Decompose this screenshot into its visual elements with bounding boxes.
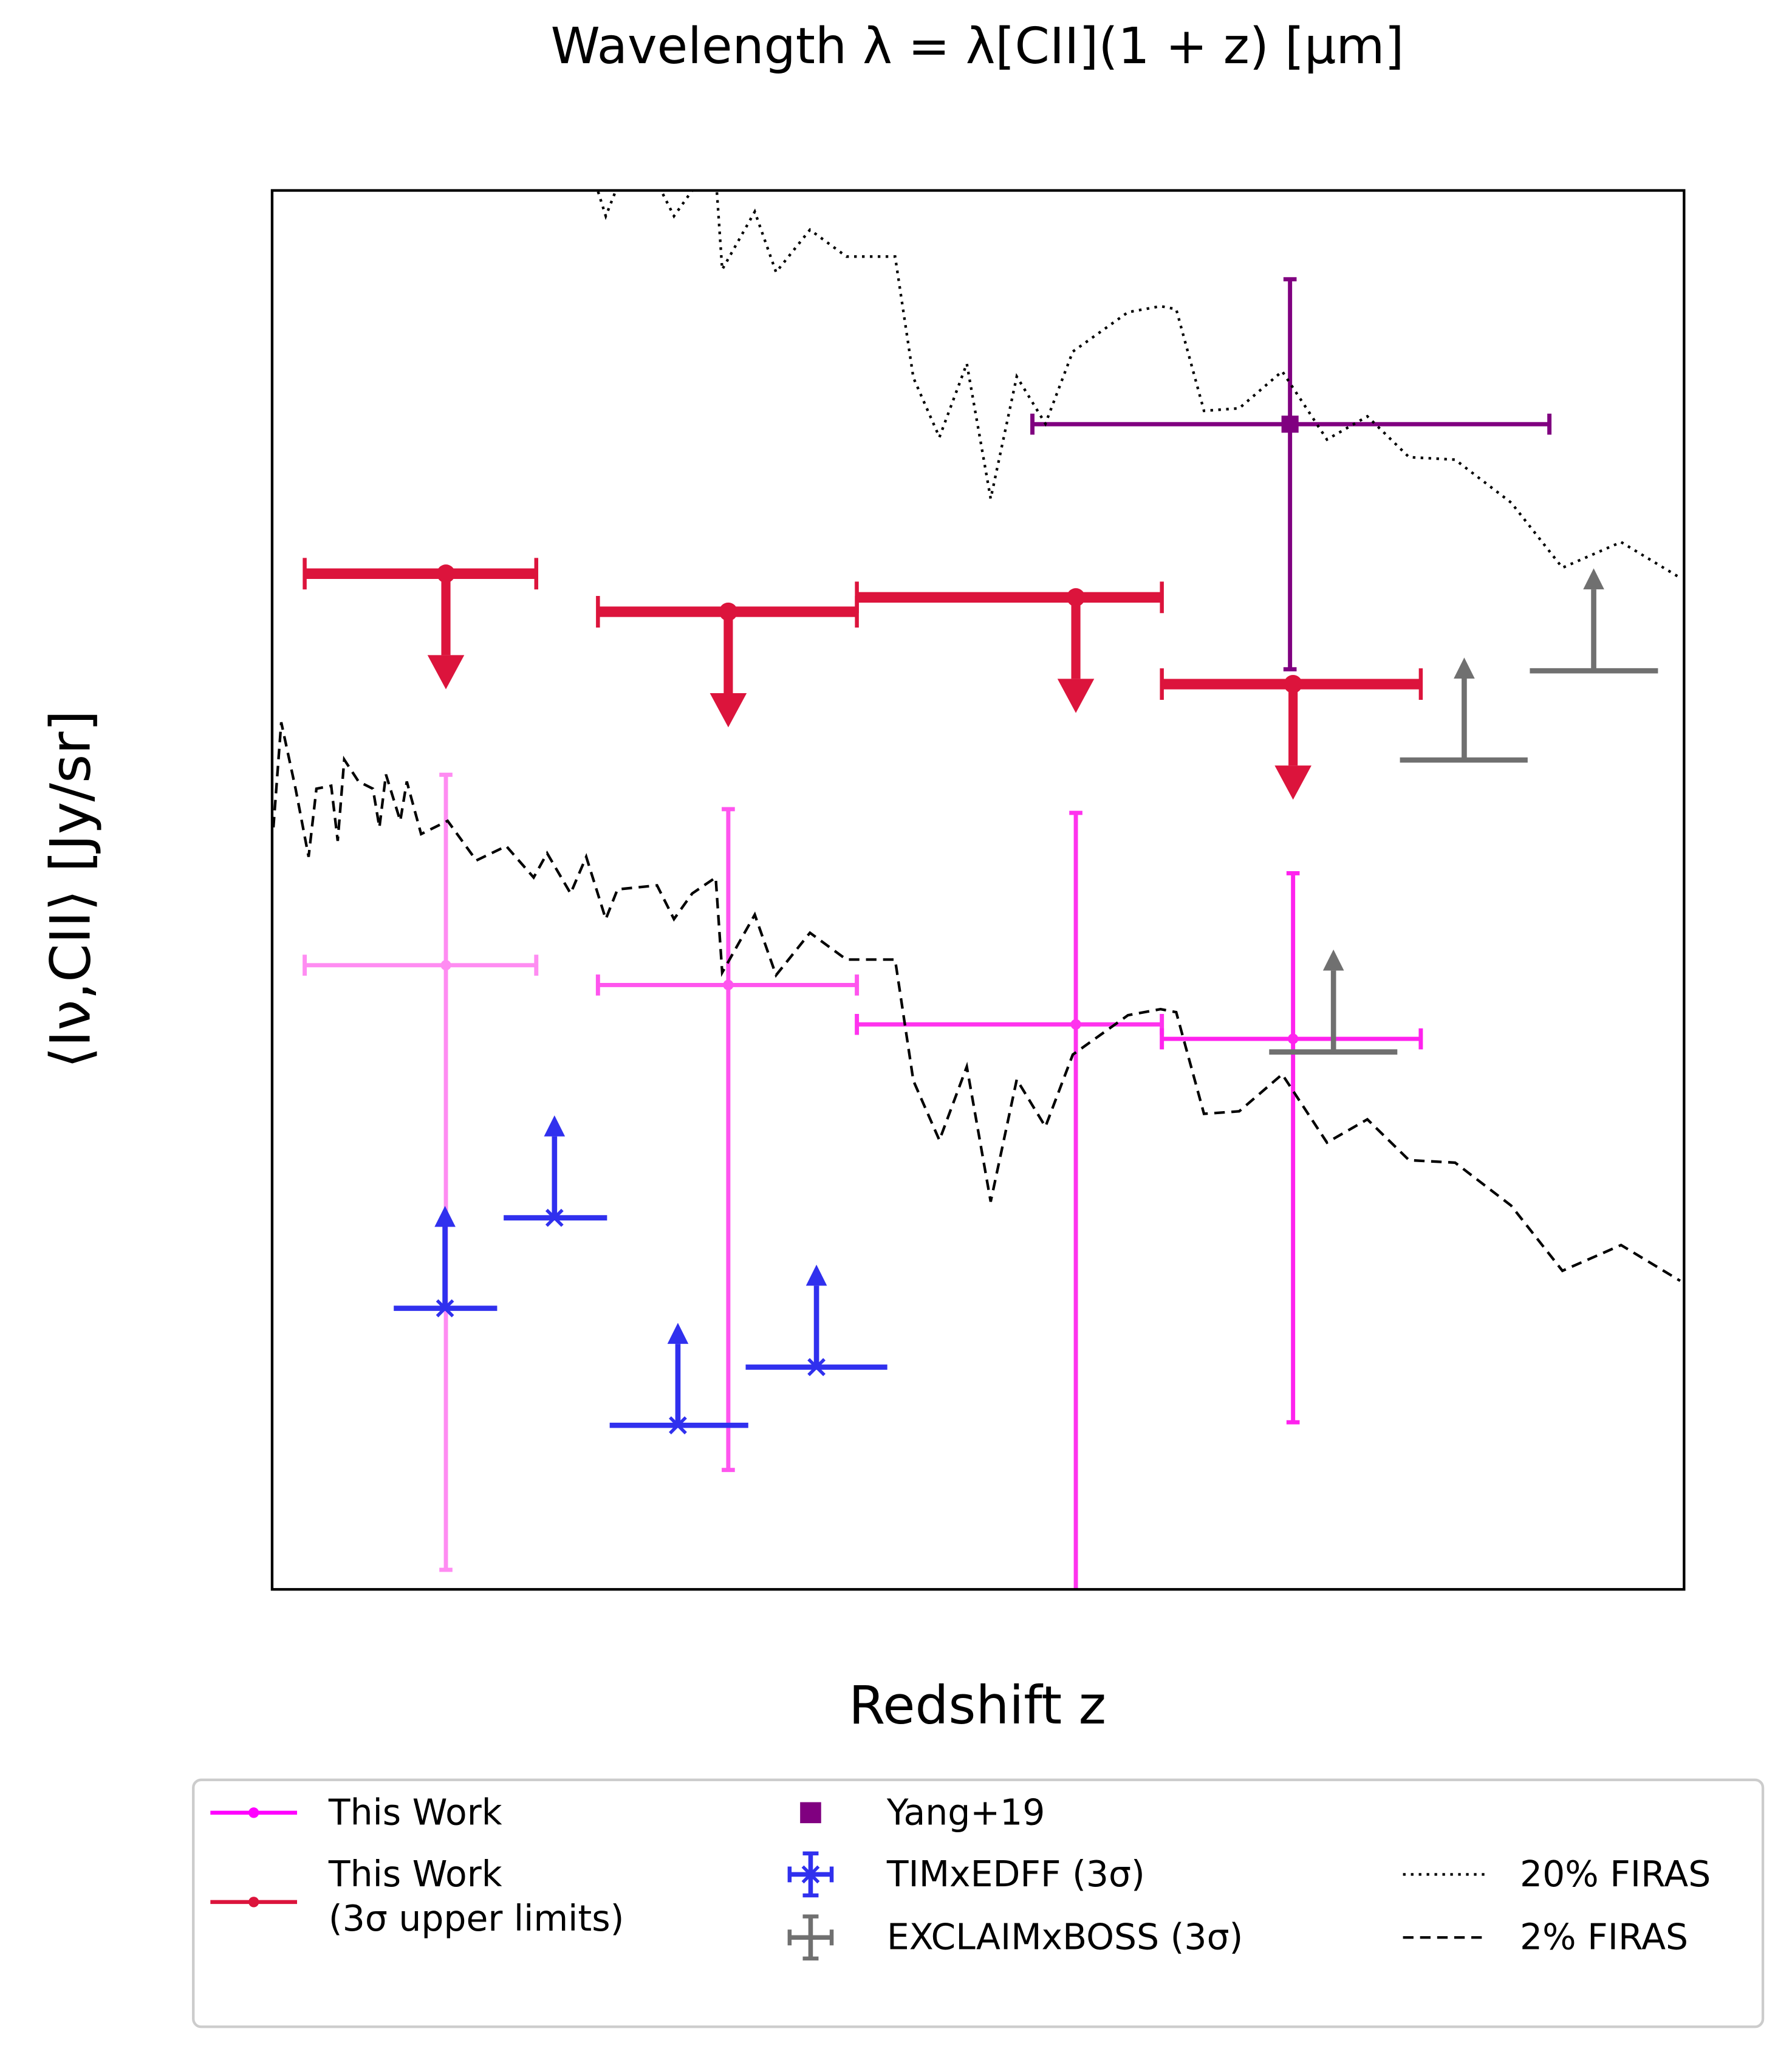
legend-handle bbox=[787, 1914, 834, 1961]
legend-label: Yang+19 bbox=[886, 1792, 1045, 1833]
marker bbox=[723, 979, 734, 991]
legend-handle bbox=[248, 1897, 259, 1908]
upper-limit-arrow-head bbox=[1057, 679, 1095, 713]
marker bbox=[436, 1299, 454, 1318]
legend-handle bbox=[248, 1807, 259, 1818]
legend-handle bbox=[801, 1865, 820, 1884]
marker bbox=[1070, 1019, 1081, 1030]
lower-limit-arrow-head bbox=[1454, 657, 1475, 679]
legend-label: TIMxEDFF (3σ) bbox=[886, 1853, 1145, 1895]
lower-limit-arrow-head bbox=[1583, 568, 1604, 590]
lower-limit-arrow-head bbox=[1322, 949, 1344, 971]
lower-limit-arrow-head bbox=[434, 1205, 456, 1227]
line bbox=[272, 722, 1681, 1282]
marker bbox=[1287, 1033, 1299, 1044]
lower-limit-arrow-head bbox=[667, 1323, 689, 1344]
legend: This Work This Work (3σ upper limits) Yang+… bbox=[210, 1792, 1711, 1961]
plot-frame bbox=[270, 189, 1686, 1591]
marker bbox=[1281, 416, 1299, 433]
marker bbox=[440, 960, 451, 971]
legend-label: EXCLAIMxBOSS (3σ) bbox=[887, 1917, 1243, 1958]
plot-data bbox=[272, 190, 1681, 1590]
legend-label: This Work (3σ upper limits) bbox=[328, 1853, 624, 1939]
upper-limit-arrow-head bbox=[427, 655, 465, 690]
lower-limit-arrow-head bbox=[805, 1264, 827, 1286]
upper-limit-arrow-head bbox=[710, 693, 747, 728]
legend-label: 2% FIRAS bbox=[1520, 1917, 1688, 1958]
legend-label: 20% FIRAS bbox=[1520, 1853, 1711, 1895]
lower-limit-arrow-head bbox=[544, 1115, 566, 1137]
legend-handle bbox=[800, 1802, 821, 1824]
legend-box bbox=[192, 1778, 1765, 2028]
upper-limit-arrow-head bbox=[1274, 765, 1312, 800]
y-axis-label: ⟨Iν,CII⟩ [Jy/sr] bbox=[39, 710, 103, 1069]
marker bbox=[545, 1208, 564, 1227]
x-axis-label: Redshift z bbox=[849, 1675, 1106, 1736]
x2-axis-label: Wavelength λ = λ[CII](1 + z) [μm] bbox=[551, 18, 1404, 75]
legend-handle bbox=[787, 1851, 834, 1898]
legend-label: This Work bbox=[328, 1792, 502, 1833]
